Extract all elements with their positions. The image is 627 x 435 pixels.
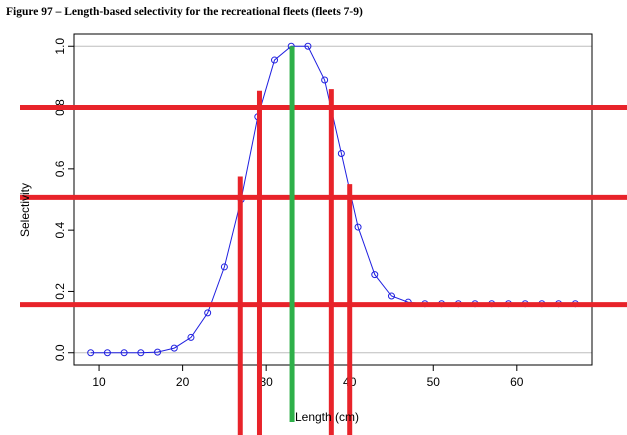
data-point-0-17 [371, 271, 379, 279]
data-point-0-4 [154, 348, 162, 356]
data-point-0-13 [304, 42, 312, 50]
data-point-0-1 [103, 349, 111, 357]
data-point-0-5 [170, 344, 178, 352]
data-point-0-3 [137, 349, 145, 357]
figure-caption: Figure 97 – Length-based selectivity for… [6, 6, 363, 18]
x-tick-label-5: 60 [510, 375, 524, 389]
x-tick-label-4: 50 [427, 375, 441, 389]
y-tick-label-0: 0.0 [53, 344, 67, 361]
data-point-0-11 [271, 56, 279, 64]
data-point-0-2 [120, 349, 128, 357]
data-point-0-15 [337, 150, 345, 158]
data-point-0-7 [204, 309, 212, 317]
y-tick-label-3: 0.6 [53, 160, 67, 177]
data-point-0-16 [354, 223, 362, 231]
x-tick-label-1: 20 [176, 375, 190, 389]
y-tick-label-1: 0.2 [53, 283, 67, 300]
data-point-0-18 [387, 292, 395, 300]
x-axis-label: Length (cm) [295, 410, 359, 424]
x-tick-label-2: 30 [259, 375, 273, 389]
data-point-0-8 [220, 263, 228, 271]
data-point-0-0 [87, 349, 95, 357]
y-tick-label-2: 0.4 [53, 221, 67, 238]
data-point-0-6 [187, 333, 195, 341]
x-tick-label-0: 10 [92, 375, 106, 389]
y-axis-label: Selectivity [18, 183, 32, 237]
y-tick-label-5: 1.0 [53, 38, 67, 55]
data-point-0-14 [321, 76, 329, 84]
